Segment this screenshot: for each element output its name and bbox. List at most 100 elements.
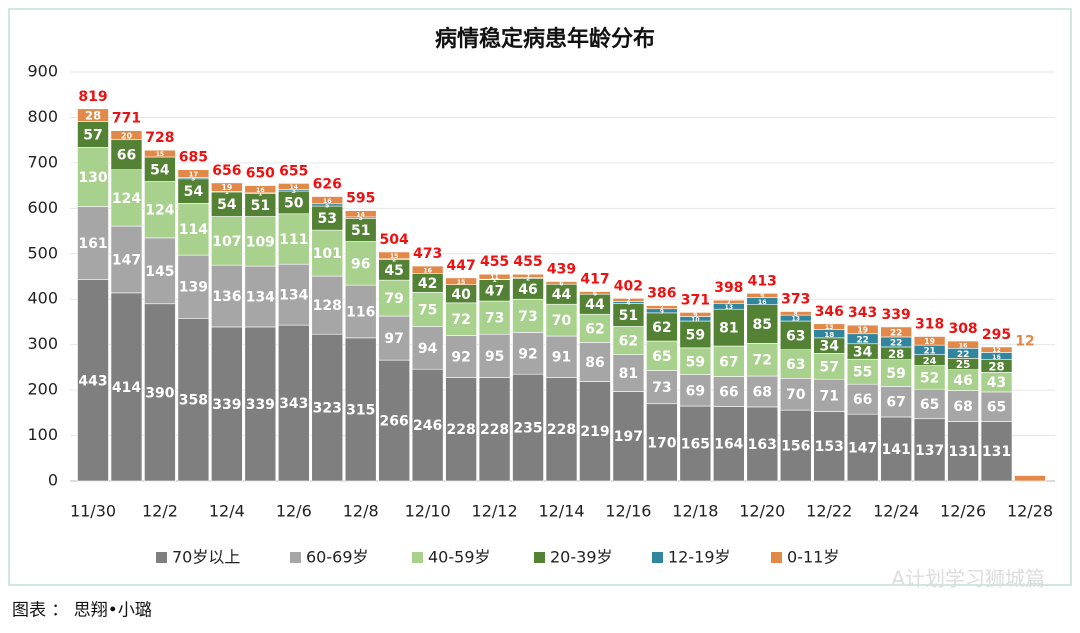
total-label: 650 [246, 166, 275, 182]
data-label: 75 [418, 302, 437, 318]
data-label: 16 [423, 268, 432, 275]
data-label: 16 [959, 343, 968, 350]
data-label: 51 [351, 223, 370, 239]
x-tick-label: 12/28 [1007, 502, 1053, 521]
data-label: 343 [279, 396, 308, 412]
data-label: 390 [145, 385, 174, 401]
data-label: 79 [384, 291, 403, 307]
legend-label: 12-19岁 [668, 548, 731, 567]
y-tick-label: 600 [27, 198, 58, 217]
data-label: 43 [987, 375, 1006, 391]
legend-swatch [534, 552, 545, 563]
legend-swatch [290, 552, 301, 563]
data-label: 16 [758, 299, 767, 306]
data-label: 55 [853, 365, 872, 381]
total-label: 655 [279, 163, 308, 179]
data-label: 51 [251, 198, 270, 214]
data-label: 15 [390, 253, 398, 260]
watermark: A计划学习狮城篇 [891, 567, 1045, 591]
total-label: 371 [681, 292, 710, 308]
data-label: 128 [313, 298, 342, 314]
x-tick-label: 12/8 [343, 502, 379, 521]
data-label: 97 [384, 331, 403, 347]
data-label: 7 [727, 299, 731, 306]
data-label: 62 [652, 320, 671, 336]
total-label: 455 [513, 254, 542, 270]
data-label: 147 [848, 441, 877, 457]
data-label: 63 [786, 328, 805, 344]
data-label: 66 [117, 148, 136, 164]
data-label: 6 [559, 280, 563, 287]
data-label: 95 [485, 349, 504, 365]
x-tick-label: 12/10 [405, 502, 451, 521]
x-tick-label: 12/16 [605, 502, 651, 521]
x-tick-label: 12/2 [142, 502, 178, 521]
data-label: 19 [222, 183, 233, 192]
data-label: 163 [748, 437, 777, 453]
total-label: 413 [748, 273, 777, 289]
data-label: 66 [853, 392, 872, 408]
y-tick-label: 400 [27, 289, 58, 308]
data-label: 7 [660, 305, 664, 312]
data-label: 7 [626, 297, 630, 304]
data-label: 8 [794, 311, 798, 318]
data-label: 54 [150, 162, 170, 178]
data-label: 147 [112, 252, 141, 268]
data-label: 50 [284, 195, 304, 211]
data-label: 20 [121, 131, 133, 141]
data-label: 71 [819, 388, 838, 404]
total-label: 402 [614, 278, 643, 294]
data-label: 130 [78, 170, 107, 186]
y-tick-label: 800 [27, 107, 58, 126]
data-label: 228 [480, 422, 509, 438]
data-label: 11 [490, 274, 498, 281]
total-label: 318 [915, 316, 944, 332]
data-label: 63 [786, 357, 805, 373]
data-label: 65 [920, 397, 939, 413]
data-label: 134 [279, 288, 308, 304]
data-label: 28 [888, 347, 904, 361]
x-tick-label: 12/14 [538, 502, 584, 521]
data-label: 72 [451, 312, 470, 328]
data-label: 139 [179, 280, 208, 296]
data-label: 116 [346, 304, 375, 320]
data-label: 17 [189, 171, 199, 179]
data-label: 28 [85, 109, 101, 123]
data-label: 107 [212, 234, 241, 250]
data-label: 94 [418, 341, 438, 357]
data-label: 219 [580, 424, 609, 440]
caption: 图表 ： 思翔•小璐 [12, 601, 152, 621]
data-label: 81 [719, 321, 738, 337]
total-label: 447 [446, 258, 475, 274]
x-tick-label: 12/24 [873, 502, 919, 521]
data-label: 16 [323, 198, 332, 205]
data-label: 73 [652, 380, 671, 396]
data-label: 156 [781, 439, 810, 455]
data-label: 67 [719, 354, 738, 370]
data-label: 22 [957, 350, 970, 360]
data-label: 68 [953, 399, 972, 415]
data-label: 131 [982, 444, 1011, 460]
data-label: 124 [145, 203, 174, 219]
legend-label: 60-69岁 [306, 548, 369, 567]
data-label: 246 [413, 418, 442, 434]
data-label: 124 [112, 191, 141, 207]
data-label: 24 [923, 356, 937, 367]
data-label: 52 [920, 370, 939, 386]
data-label: 22 [890, 328, 903, 338]
x-tick-label: 12/4 [209, 502, 245, 521]
data-label: 54 [184, 184, 204, 200]
legend-swatch [771, 552, 782, 563]
data-label: 25 [956, 359, 970, 371]
legend-label: 70岁以上 [172, 548, 240, 567]
data-label: 136 [212, 289, 241, 305]
total-label: 819 [78, 89, 107, 105]
x-tick-label: 12/6 [276, 502, 312, 521]
data-label: 339 [246, 397, 275, 413]
data-label: 165 [681, 437, 710, 453]
x-tick-label: 12/12 [472, 502, 518, 521]
y-tick-label: 500 [27, 243, 58, 262]
data-label: 164 [714, 437, 743, 453]
legend-swatch [412, 552, 423, 563]
